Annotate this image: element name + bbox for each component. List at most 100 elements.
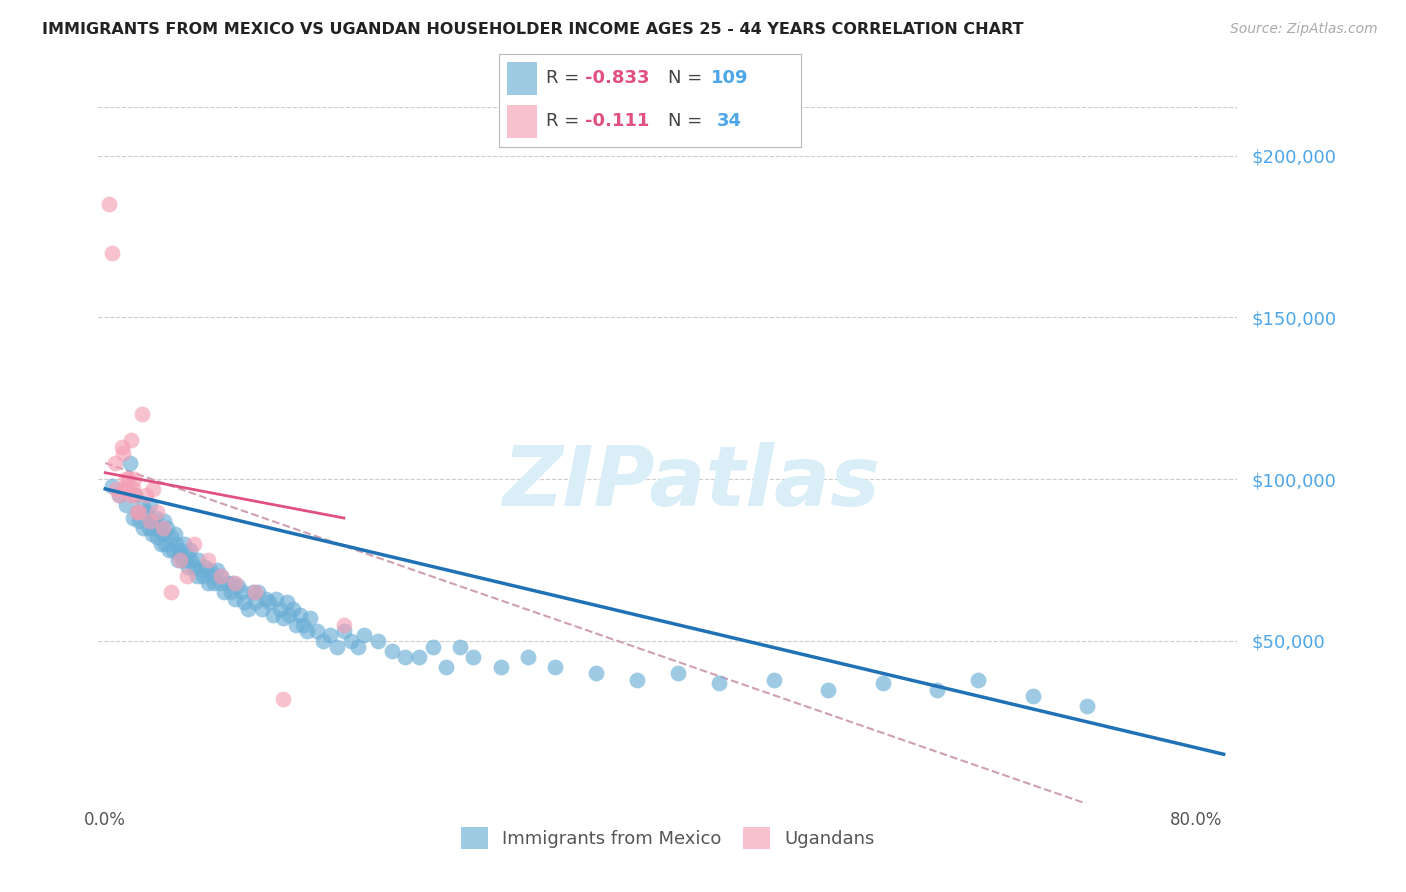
Point [1076,698,1098,713]
Point [339,634,361,648]
Point [143,521,166,535]
Point [108,488,131,502]
Point [231,585,253,599]
Point [319,627,342,641]
Point [104,456,127,470]
Point [163,527,186,541]
Point [226,579,249,593]
Point [292,617,315,632]
Point [108,488,131,502]
Point [125,504,148,518]
Point [146,504,169,518]
Point [197,575,219,590]
Point [117,472,139,486]
Point [367,634,389,648]
Point [190,563,212,577]
Point [121,511,143,525]
Point [262,608,284,623]
Point [333,624,356,639]
Point [112,482,135,496]
Point [124,488,146,502]
Point [257,595,280,609]
Point [136,511,159,525]
Text: R =: R = [546,70,585,87]
Point [101,478,124,492]
Point [111,446,134,460]
Point [139,498,162,512]
Point [201,569,224,583]
Text: -0.111: -0.111 [585,112,650,130]
Point [305,624,328,639]
Point [224,575,246,590]
Point [146,531,169,545]
Point [245,585,267,599]
Point [118,456,141,470]
Point [353,627,375,641]
Point [124,488,146,502]
Point [177,559,200,574]
Text: ZIPatlas: ZIPatlas [502,442,880,524]
Point [120,434,142,448]
Point [101,245,124,260]
Text: -0.833: -0.833 [585,70,650,87]
Point [114,498,136,512]
Point [193,569,215,583]
Point [298,611,321,625]
Point [141,527,163,541]
Point [142,482,165,496]
Point [145,511,167,525]
Point [176,547,198,561]
Point [394,650,416,665]
Point [283,601,305,615]
Point [762,673,785,687]
Point [172,553,194,567]
Point [295,624,318,639]
Point [110,440,132,454]
Point [132,521,155,535]
Point [115,482,138,496]
Point [162,543,184,558]
Point [186,569,208,583]
Point [271,611,294,625]
Point [159,531,181,545]
Point [346,640,368,655]
Point [269,601,291,615]
Point [167,543,190,558]
Point [626,673,648,687]
Point [208,575,231,590]
Point [233,595,256,609]
Point [180,553,202,567]
Point [463,650,485,665]
Point [312,634,335,648]
Point [422,640,444,655]
Point [183,537,205,551]
Text: 109: 109 [710,70,748,87]
Point [194,559,217,574]
Point [276,595,298,609]
Text: Source: ZipAtlas.com: Source: ZipAtlas.com [1230,22,1378,37]
Point [153,514,176,528]
Point [135,488,157,502]
Point [209,569,232,583]
Text: R =: R = [546,112,591,130]
Legend: Immigrants from Mexico, Ugandans: Immigrants from Mexico, Ugandans [453,820,883,856]
Point [135,504,157,518]
Point [176,569,198,583]
Point [217,575,239,590]
Text: N =: N = [668,70,709,87]
Point [666,666,689,681]
Point [817,682,839,697]
Point [139,514,162,528]
Point [152,527,174,541]
Point [434,660,457,674]
Text: 34: 34 [717,112,742,130]
Point [209,569,232,583]
Point [1021,689,1043,703]
Point [290,608,312,623]
Point [224,591,246,606]
Point [222,575,245,590]
Point [927,682,949,697]
Point [219,585,242,599]
Point [707,676,730,690]
Point [271,692,294,706]
